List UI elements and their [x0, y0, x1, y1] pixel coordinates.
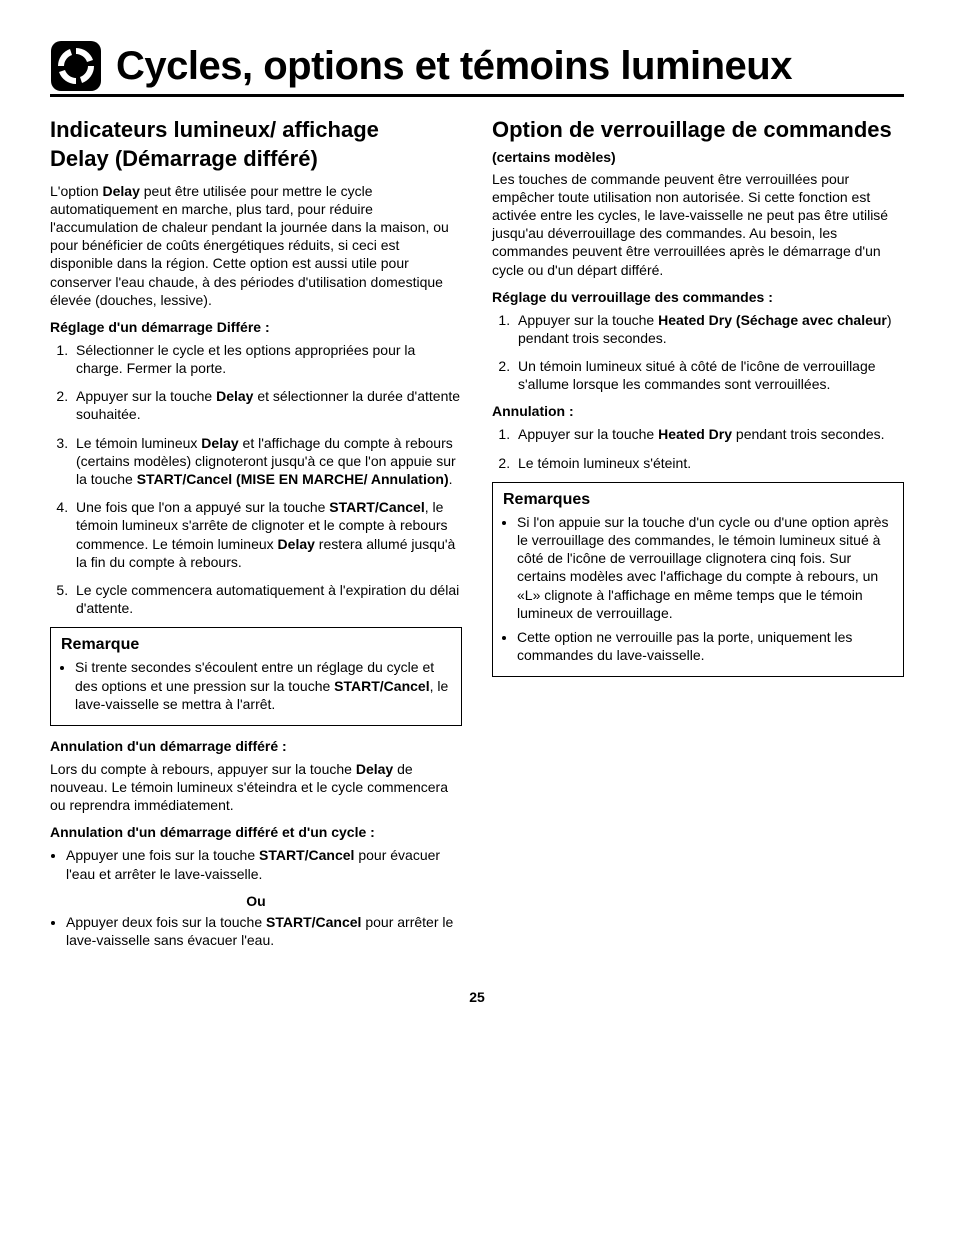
- heading-cancel-lock: Annulation :: [492, 403, 904, 419]
- heading-delay: Delay (Démarrage différé): [50, 146, 462, 171]
- cancel-lock-steps: Appuyer sur la touche Heated Dry pendant…: [492, 425, 904, 471]
- list-item: Appuyer une fois sur la touche START/Can…: [66, 846, 462, 882]
- delay-intro: L'option Delay peut être utilisée pour m…: [50, 182, 462, 309]
- list-item: Appuyer sur la touche Heated Dry (Séchag…: [514, 311, 904, 347]
- note-heading: Remarque: [61, 636, 451, 654]
- heading-set-delay: Réglage d'un démarrage Différe :: [50, 319, 462, 335]
- page-header: Cycles, options et témoins lumineux: [50, 40, 904, 97]
- heading-set-lock: Réglage du verrouillage des commandes :: [492, 289, 904, 305]
- list-item: Le témoin lumineux Delay et l'affichage …: [72, 434, 462, 489]
- heading-indicators: Indicateurs lumineux/ affichage: [50, 117, 462, 142]
- list-item: Si l'on appuie sur la touche d'un cycle …: [517, 513, 893, 622]
- left-column: Indicateurs lumineux/ affichage Delay (D…: [50, 117, 462, 959]
- list-item: Sélectionner le cycle et les options app…: [72, 341, 462, 377]
- list-item: Appuyer sur la touche Delay et sélection…: [72, 387, 462, 423]
- lock-steps: Appuyer sur la touche Heated Dry (Séchag…: [492, 311, 904, 394]
- cancel-list-1: Appuyer une fois sur la touche START/Can…: [50, 846, 462, 882]
- list-item: Une fois que l'on a appuyé sur la touche…: [72, 498, 462, 571]
- heading-cancel-delay: Annulation d'un démarrage différé :: [50, 738, 462, 754]
- list-item: Cette option ne verrouille pas la porte,…: [517, 628, 893, 664]
- note-heading: Remarques: [503, 491, 893, 509]
- cancel-list-2: Appuyer deux fois sur la touche START/Ca…: [50, 913, 462, 949]
- delay-steps: Sélectionner le cycle et les options app…: [50, 341, 462, 617]
- heading-lock-option: Option de verrouillage de commandes (cer…: [492, 117, 904, 168]
- cancel-delay-text: Lors du compte à rebours, appuyer sur la…: [50, 760, 462, 815]
- list-item: Appuyer deux fois sur la touche START/Ca…: [66, 913, 462, 949]
- note-box-remarque: Remarque Si trente secondes s'écoulent e…: [50, 627, 462, 726]
- list-item: Le cycle commencera automatiquement à l'…: [72, 581, 462, 617]
- lock-intro: Les touches de commande peuvent être ver…: [492, 170, 904, 279]
- right-column: Option de verrouillage de commandes (cer…: [492, 117, 904, 959]
- cycle-icon: [50, 40, 102, 92]
- page-number: 25: [50, 989, 904, 1005]
- page-title: Cycles, options et témoins lumineux: [116, 44, 792, 89]
- note-box-remarques: Remarques Si l'on appuie sur la touche d…: [492, 482, 904, 678]
- list-item: Le témoin lumineux s'éteint.: [514, 454, 904, 472]
- list-item: Si trente secondes s'écoulent entre un r…: [75, 658, 451, 713]
- content-columns: Indicateurs lumineux/ affichage Delay (D…: [50, 117, 904, 959]
- heading-cancel-delay-cycle: Annulation d'un démarrage différé et d'u…: [50, 824, 462, 840]
- list-item: Appuyer sur la touche Heated Dry pendant…: [514, 425, 904, 443]
- or-separator: Ou: [50, 893, 462, 909]
- list-item: Un témoin lumineux situé à côté de l'icô…: [514, 357, 904, 393]
